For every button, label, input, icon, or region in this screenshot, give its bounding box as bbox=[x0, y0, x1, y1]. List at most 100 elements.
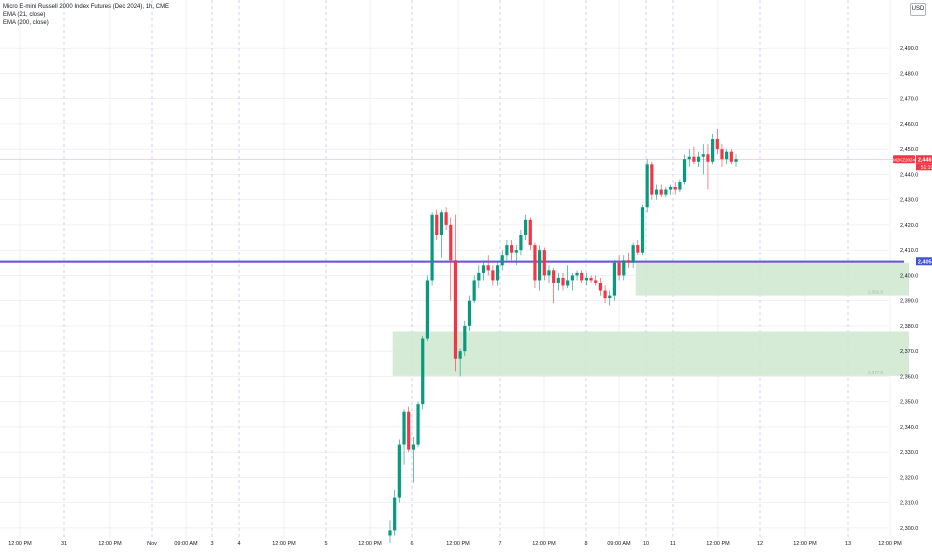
candle-body bbox=[622, 260, 626, 276]
candle-body bbox=[472, 280, 476, 301]
candle-body bbox=[477, 272, 481, 281]
candle-body bbox=[439, 212, 444, 235]
candle-body bbox=[575, 272, 579, 276]
indicator-ema200[interactable]: EMA (200, close) bbox=[3, 20, 49, 26]
y-tick-label: 2,410.0 bbox=[900, 248, 918, 254]
candles bbox=[388, 128, 738, 544]
x-tick-label: 12:00 PM bbox=[8, 541, 32, 547]
candle-body bbox=[449, 224, 453, 261]
candle-body bbox=[636, 245, 640, 253]
candle-body bbox=[538, 250, 542, 281]
candle-body bbox=[519, 235, 523, 251]
y-tick-label: 2,370.0 bbox=[900, 349, 918, 355]
x-tick-label: 5 bbox=[324, 541, 327, 547]
zones: 2,392.0 2,377.8 bbox=[392, 262, 910, 376]
candle-body bbox=[556, 277, 560, 283]
candle-body bbox=[706, 154, 710, 162]
candle-body bbox=[673, 187, 677, 190]
candle-body bbox=[458, 351, 462, 359]
candle-body bbox=[631, 245, 635, 263]
y-tick-label: 2,360.0 bbox=[900, 374, 918, 380]
candle-body bbox=[650, 164, 654, 195]
x-tick-label: 12:00 PM bbox=[793, 541, 817, 547]
x-tick-label: 12:00 PM bbox=[446, 541, 470, 547]
y-tick-label: 2,320.0 bbox=[900, 475, 918, 481]
y-tick-label: 2,430.0 bbox=[900, 198, 918, 204]
x-tick-label: 7 bbox=[498, 541, 501, 547]
candle-body bbox=[617, 262, 621, 276]
candle-body bbox=[687, 156, 691, 160]
x-tick-label: 09:00 AM bbox=[607, 541, 631, 547]
y-tick-label: 2,450.0 bbox=[900, 147, 918, 153]
x-tick-label: 12:00 PM bbox=[98, 541, 122, 547]
x-tick-label: 8 bbox=[584, 541, 587, 547]
candle-body bbox=[664, 189, 668, 195]
x-tick-label: 12:00 PM bbox=[878, 541, 902, 547]
countdown-bg bbox=[916, 163, 932, 171]
y-tick-label: 2,470.0 bbox=[900, 97, 918, 103]
candle-body bbox=[603, 290, 607, 299]
candle-body bbox=[580, 272, 584, 281]
y-axis[interactable]: 2,300.0 2,310.0 2,320.0 2,330.0 2,340.0 2,350… bbox=[900, 46, 918, 532]
x-tick-label: 10 bbox=[643, 541, 649, 547]
y-tick-label: 2,420.0 bbox=[900, 223, 918, 229]
x-axis[interactable]: 12:00 PM 31 12:00 PM Nov 09:00 AM 3 4 12:00 PM 5… bbox=[8, 541, 902, 547]
candle-body bbox=[725, 151, 729, 160]
x-tick-label: 12:00 PM bbox=[272, 541, 296, 547]
candle-body bbox=[547, 270, 551, 276]
candle-body bbox=[612, 262, 617, 296]
zone-label: 2,392.0 bbox=[868, 290, 884, 295]
y-tick-label: 2,460.0 bbox=[900, 122, 918, 128]
y-tick-label: 2,310.0 bbox=[900, 501, 918, 507]
candle-body bbox=[678, 181, 682, 190]
candle-body bbox=[598, 282, 603, 291]
chart-legend[interactable]: Micro E-mini Russell 2000 Index Futures … bbox=[3, 3, 169, 27]
x-tick-label: Nov bbox=[147, 541, 157, 547]
grid bbox=[0, 0, 891, 538]
countdown-text: 51:19 bbox=[921, 165, 932, 171]
candle-body bbox=[640, 207, 645, 253]
x-tick-label: 13 bbox=[845, 541, 851, 547]
candle-body bbox=[402, 411, 406, 445]
y-tick-label: 2,350.0 bbox=[900, 400, 918, 406]
candle-body bbox=[659, 189, 663, 195]
candle-body bbox=[393, 497, 397, 531]
candle-body bbox=[594, 280, 598, 283]
symbol-tag-bg bbox=[893, 155, 915, 164]
candle-body bbox=[668, 187, 673, 190]
indicator-ema21[interactable]: EMA (21, close) bbox=[3, 12, 46, 18]
x-tick-label: 31 bbox=[61, 541, 67, 547]
candle-body bbox=[453, 260, 458, 359]
x-tick-label: 3 bbox=[210, 541, 213, 547]
demand-zone bbox=[635, 262, 909, 296]
candle-body bbox=[495, 265, 500, 281]
candle-body bbox=[500, 255, 504, 266]
candle-body bbox=[435, 214, 439, 235]
x-tick-label: 12 bbox=[757, 541, 763, 547]
y-tick-label: 2,300.0 bbox=[900, 526, 918, 532]
x-tick-label: 11 bbox=[670, 541, 676, 547]
y-tick-label: 2,330.0 bbox=[900, 450, 918, 456]
candle-body bbox=[463, 325, 467, 352]
candle-body bbox=[514, 250, 518, 253]
x-tick-label: 12:00 PM bbox=[706, 541, 730, 547]
symbol-tag-text: M2KZ2024 bbox=[893, 157, 916, 162]
candle-body bbox=[388, 530, 392, 536]
x-tick-label: 4 bbox=[237, 541, 240, 547]
x-tick-label: 12:00 PM bbox=[532, 541, 556, 547]
y-tick-label: 2,340.0 bbox=[900, 425, 918, 431]
symbol-tag: M2KZ2024 bbox=[893, 155, 916, 164]
candle-body bbox=[696, 156, 701, 162]
y-tick-label: 2,440.0 bbox=[900, 172, 918, 178]
candle-body bbox=[491, 270, 495, 281]
candle-body bbox=[729, 151, 733, 162]
y-tick-label: 2,490.0 bbox=[900, 46, 918, 52]
symbol-title[interactable]: Micro E-mini Russell 2000 Index Futures … bbox=[3, 4, 170, 10]
candle-body bbox=[509, 245, 514, 253]
candle-body bbox=[561, 277, 565, 286]
candle-body bbox=[584, 277, 588, 281]
currency-button[interactable]: USD bbox=[910, 3, 926, 16]
